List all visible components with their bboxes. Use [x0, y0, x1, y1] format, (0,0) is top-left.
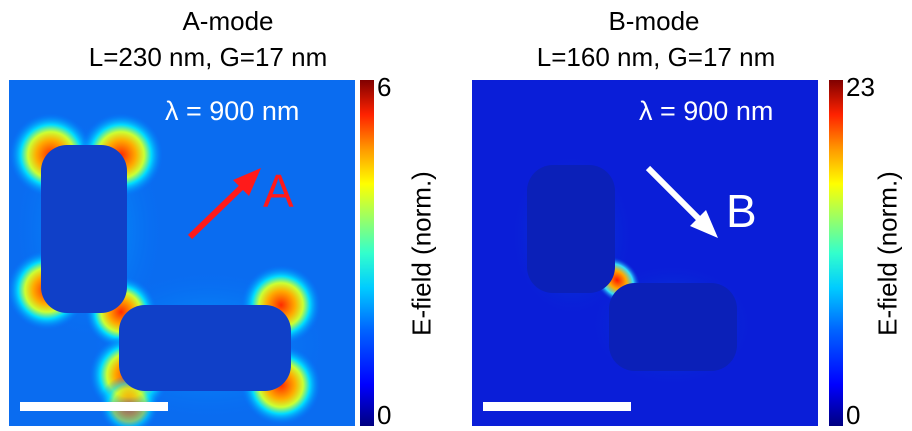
colorbar-b [829, 80, 843, 426]
wavelength-label: λ = 900 nm [165, 96, 300, 126]
panel-a-field-map [9, 80, 355, 426]
polarization-arrow-a [187, 177, 252, 240]
panel-b-mode: B-mode L=160 nm, G=17 nm [456, 0, 912, 431]
panel-a-subtitle: L=230 nm, G=17 nm [88, 42, 328, 72]
colorbar-b-label: E-field (norm.) [872, 171, 903, 336]
colorbar-b-max: 23 [846, 72, 875, 102]
colorbar-a-min: 0 [377, 400, 392, 430]
polarization-letter-a: A [263, 165, 294, 217]
colorbar-b-min: 0 [846, 400, 861, 430]
panel-b-field-image [472, 80, 818, 426]
panel-a-field-image [9, 80, 355, 426]
polarization-arrow-b [645, 165, 707, 227]
panel-a-mode: A-mode L=230 nm, G=17 nm [9, 6, 437, 430]
scale-bar [20, 402, 168, 411]
colorbar-a-max: 6 [377, 72, 392, 102]
panel-a-title: A-mode [182, 6, 274, 36]
panel-b-subtitle: L=160 nm, G=17 nm [536, 42, 776, 72]
scale-bar [483, 402, 631, 411]
colorbar-a [360, 80, 374, 426]
polarization-letter-b: B [726, 185, 757, 237]
panel-b-field-map [472, 80, 818, 426]
wavelength-label: λ = 900 nm [639, 96, 774, 126]
panel-b-title: B-mode [608, 6, 700, 36]
colorbar-a-label: E-field (norm.) [406, 171, 437, 336]
